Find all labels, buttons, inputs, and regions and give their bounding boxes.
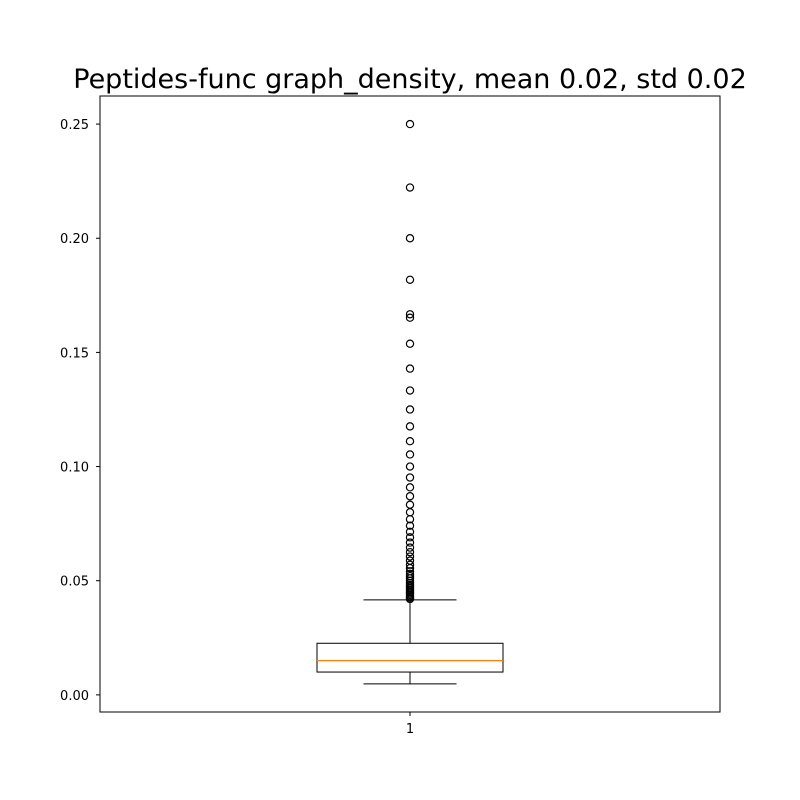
outlier-point	[405, 310, 415, 319]
outlier-point	[405, 234, 415, 243]
y-tick-label: 0.00	[60, 689, 89, 704]
outlier-point	[405, 119, 415, 129]
y-axis: 0.00 0.05 0.10 0.15 0.20 0.25	[60, 118, 100, 704]
outlier-point	[405, 560, 415, 569]
x-axis: 1	[406, 712, 414, 737]
y-tick-label: 0.20	[60, 232, 89, 247]
chart-title: Peptides-func graph_density, mean 0.02, …	[73, 64, 747, 95]
outlier-point	[405, 556, 415, 565]
outlier-point	[405, 552, 415, 561]
outlier-point	[405, 386, 415, 395]
outlier-point	[405, 183, 415, 192]
outlier-point	[405, 275, 415, 284]
outlier-point	[405, 533, 415, 542]
outlier-point	[405, 483, 415, 492]
outlier-point	[405, 313, 415, 322]
box-series	[316, 599, 504, 685]
outlier-point	[405, 571, 415, 581]
outlier-point	[405, 422, 415, 431]
outlier-point	[405, 462, 415, 471]
outlier-point	[405, 569, 415, 579]
outlier-point	[405, 500, 415, 509]
y-tick-label: 0.25	[60, 118, 89, 133]
outlier-point	[405, 405, 415, 414]
outlier-point	[405, 543, 415, 552]
outlier-point	[405, 473, 415, 482]
outlier-point	[405, 508, 415, 517]
y-tick-label: 0.10	[60, 461, 89, 476]
y-tick-label: 0.05	[60, 575, 89, 590]
outlier-point	[405, 339, 415, 348]
outlier-point	[405, 527, 415, 537]
outlier-points	[405, 119, 415, 604]
x-tick-label: 1	[406, 722, 414, 737]
outlier-point	[405, 538, 415, 547]
outlier-point	[405, 364, 415, 373]
outlier-point	[405, 547, 415, 557]
outlier-point	[405, 492, 415, 501]
outlier-point	[405, 437, 415, 446]
outlier-point	[405, 450, 415, 459]
y-tick-label: 0.15	[60, 346, 89, 361]
iqr-box	[316, 642, 504, 673]
outlier-point	[405, 521, 415, 530]
